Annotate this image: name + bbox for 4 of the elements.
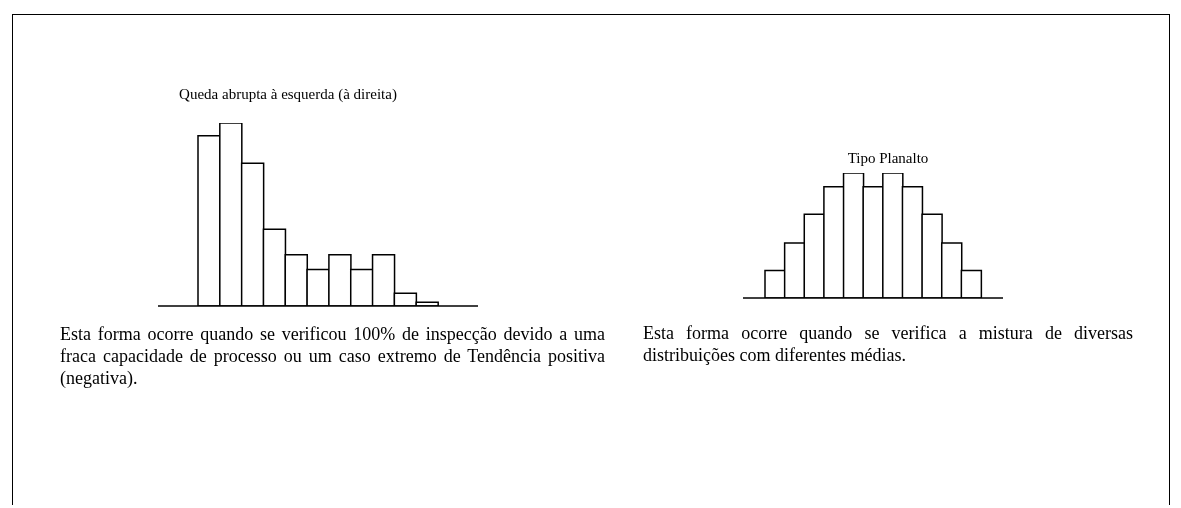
chart-title: Tipo Planalto (846, 150, 930, 167)
chart-title: Queda abrupta à esquerda (à direita) (178, 86, 398, 103)
text: Esta forma ocorre quando se verificou 100% de inspecção devido a uma fraca capacidade de processo ou um caso extremo de Tendência positiva (negativa). (60, 323, 605, 389)
text: Esta forma ocorre quando se verifica a mistura de diversas distribuições com diferentes médias. (643, 322, 1133, 366)
